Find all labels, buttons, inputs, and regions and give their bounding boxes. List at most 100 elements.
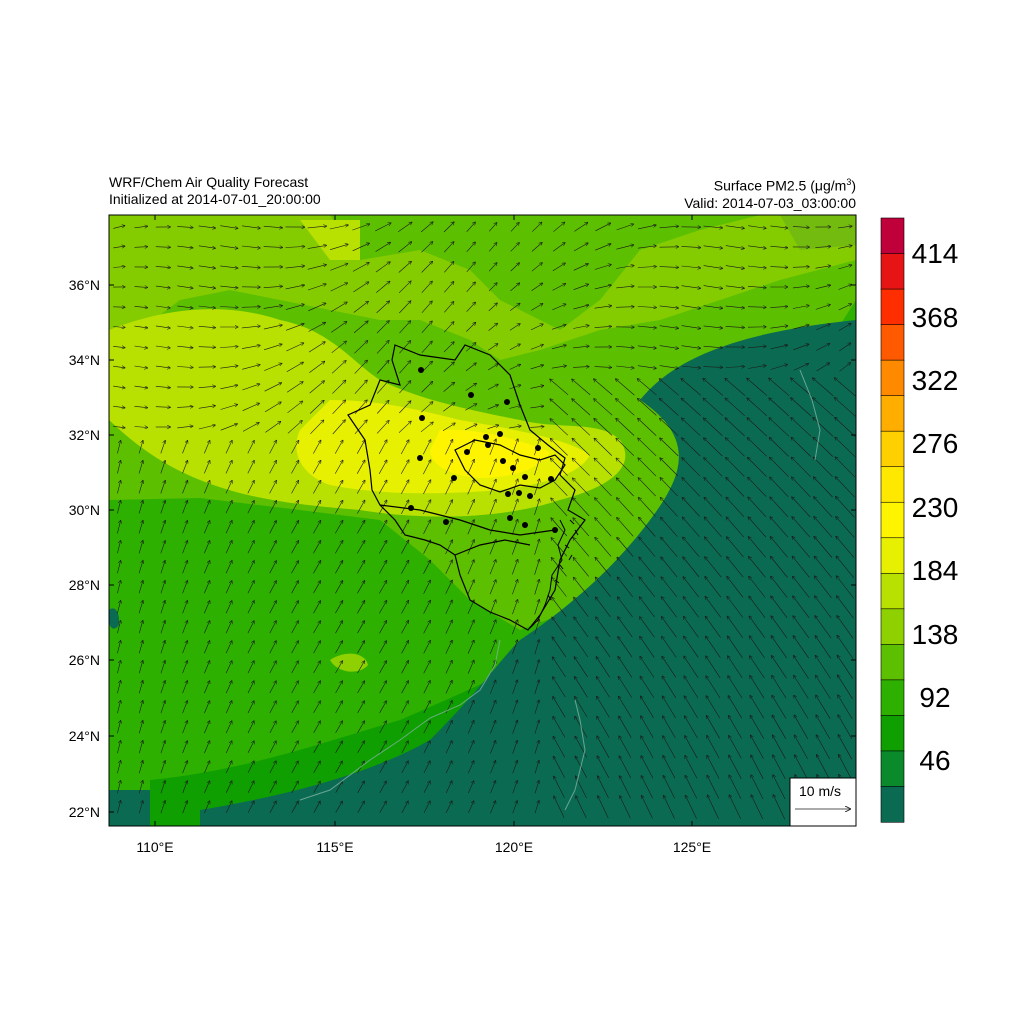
wind-arrow — [532, 222, 541, 232]
wind-arrow — [160, 461, 165, 474]
wind-arrow — [335, 601, 342, 614]
wind-arrow — [659, 305, 679, 308]
wind-arrow — [155, 247, 170, 248]
wind-arrow — [685, 756, 698, 779]
wind-arrow — [225, 801, 232, 814]
wind-arrow — [247, 681, 254, 694]
wind-arrow — [291, 801, 298, 813]
wind-arrow — [285, 324, 304, 331]
station-marker — [497, 431, 503, 437]
wind-arrow — [468, 801, 473, 814]
wind-arrow — [553, 737, 566, 758]
wind-arrow — [334, 460, 343, 474]
wind-arrow — [353, 302, 368, 313]
wind-arrow — [134, 306, 148, 307]
wind-arrow — [313, 481, 320, 494]
wind-arrow — [595, 518, 612, 537]
wind-arrow — [816, 363, 830, 372]
wind-arrow — [182, 541, 188, 554]
wind-arrow — [663, 736, 676, 759]
wind-arrow — [467, 721, 474, 734]
wind-arrow — [308, 342, 325, 353]
wind-arrow — [247, 461, 254, 474]
wind-arrow — [335, 701, 343, 714]
wind-arrow — [160, 601, 165, 614]
wind-arrow — [291, 581, 299, 594]
wind-arrow — [815, 324, 830, 331]
wind-arrow — [704, 478, 723, 497]
wind-arrow — [640, 617, 655, 638]
wind-arrow — [420, 222, 433, 233]
station-marker — [527, 493, 533, 499]
wind-arrow — [815, 636, 832, 659]
wind-arrow — [770, 477, 789, 498]
wind-arrow — [748, 537, 766, 558]
wind-arrow — [835, 418, 856, 437]
wind-arrow — [198, 425, 215, 430]
wind-arrow — [401, 621, 409, 634]
wind-arrow — [682, 458, 701, 477]
wind-arrow — [443, 242, 454, 253]
wind-arrow — [705, 597, 722, 618]
wind-arrow — [793, 325, 809, 330]
wind-arrow — [466, 323, 475, 332]
wind-arrow — [725, 326, 745, 327]
wind-arrow — [198, 406, 215, 409]
wind-arrow — [509, 365, 521, 370]
wind-arrow — [512, 640, 518, 655]
wind-arrow — [247, 521, 254, 534]
wind-arrow — [291, 681, 299, 694]
wind-arrow — [574, 577, 589, 597]
wind-arrow — [772, 696, 787, 719]
wind-arrow — [620, 796, 631, 819]
wind-arrow — [770, 497, 789, 518]
wind-arrow — [313, 601, 321, 614]
wind-arrow — [618, 617, 633, 638]
wind-arrow — [660, 399, 679, 416]
wind-arrow — [725, 378, 746, 396]
wind-arrow — [748, 477, 767, 497]
wind-arrow — [771, 596, 788, 618]
wind-arrow — [160, 701, 165, 714]
wind-arrow — [445, 620, 452, 634]
wind-arrow — [703, 379, 724, 396]
wind-arrow — [575, 736, 588, 758]
wind-arrow — [220, 424, 237, 431]
wind-arrow — [616, 245, 633, 250]
wind-arrow — [705, 577, 722, 598]
wind-arrow — [225, 681, 232, 694]
wind-arrow — [356, 440, 365, 454]
wind-arrow — [466, 222, 476, 233]
wind-arrow — [770, 457, 789, 477]
wind-arrow — [793, 596, 810, 619]
wind-arrow — [265, 422, 280, 433]
wind-arrow — [241, 326, 260, 329]
wind-arrow — [489, 500, 496, 515]
wind-arrow — [488, 263, 497, 272]
wind-arrow — [706, 696, 721, 719]
wind-arrow — [816, 344, 829, 351]
wind-arrow — [530, 345, 543, 350]
wind-arrow — [512, 700, 518, 714]
wind-arrow — [751, 775, 764, 800]
wind-arrow — [443, 403, 454, 412]
wind-arrow — [795, 755, 808, 780]
wind-arrow — [639, 577, 656, 598]
wind-arrow — [398, 242, 412, 253]
wind-arrow — [225, 581, 232, 594]
wind-arrow — [204, 521, 209, 534]
wind-arrow — [661, 597, 677, 618]
wind-arrow — [725, 265, 744, 269]
wind-arrow — [838, 304, 852, 311]
wind-arrow — [379, 601, 386, 614]
wind-arrow — [443, 222, 454, 233]
wind-arrow — [703, 325, 723, 328]
wind-arrow — [138, 581, 143, 594]
colorbar-box — [880, 253, 905, 290]
wind-arrow — [269, 761, 276, 774]
station-marker — [552, 527, 558, 533]
wind-arrow — [769, 418, 790, 437]
wind-arrow — [489, 520, 496, 535]
wind-arrow — [225, 761, 232, 774]
wind-arrow — [356, 460, 365, 474]
